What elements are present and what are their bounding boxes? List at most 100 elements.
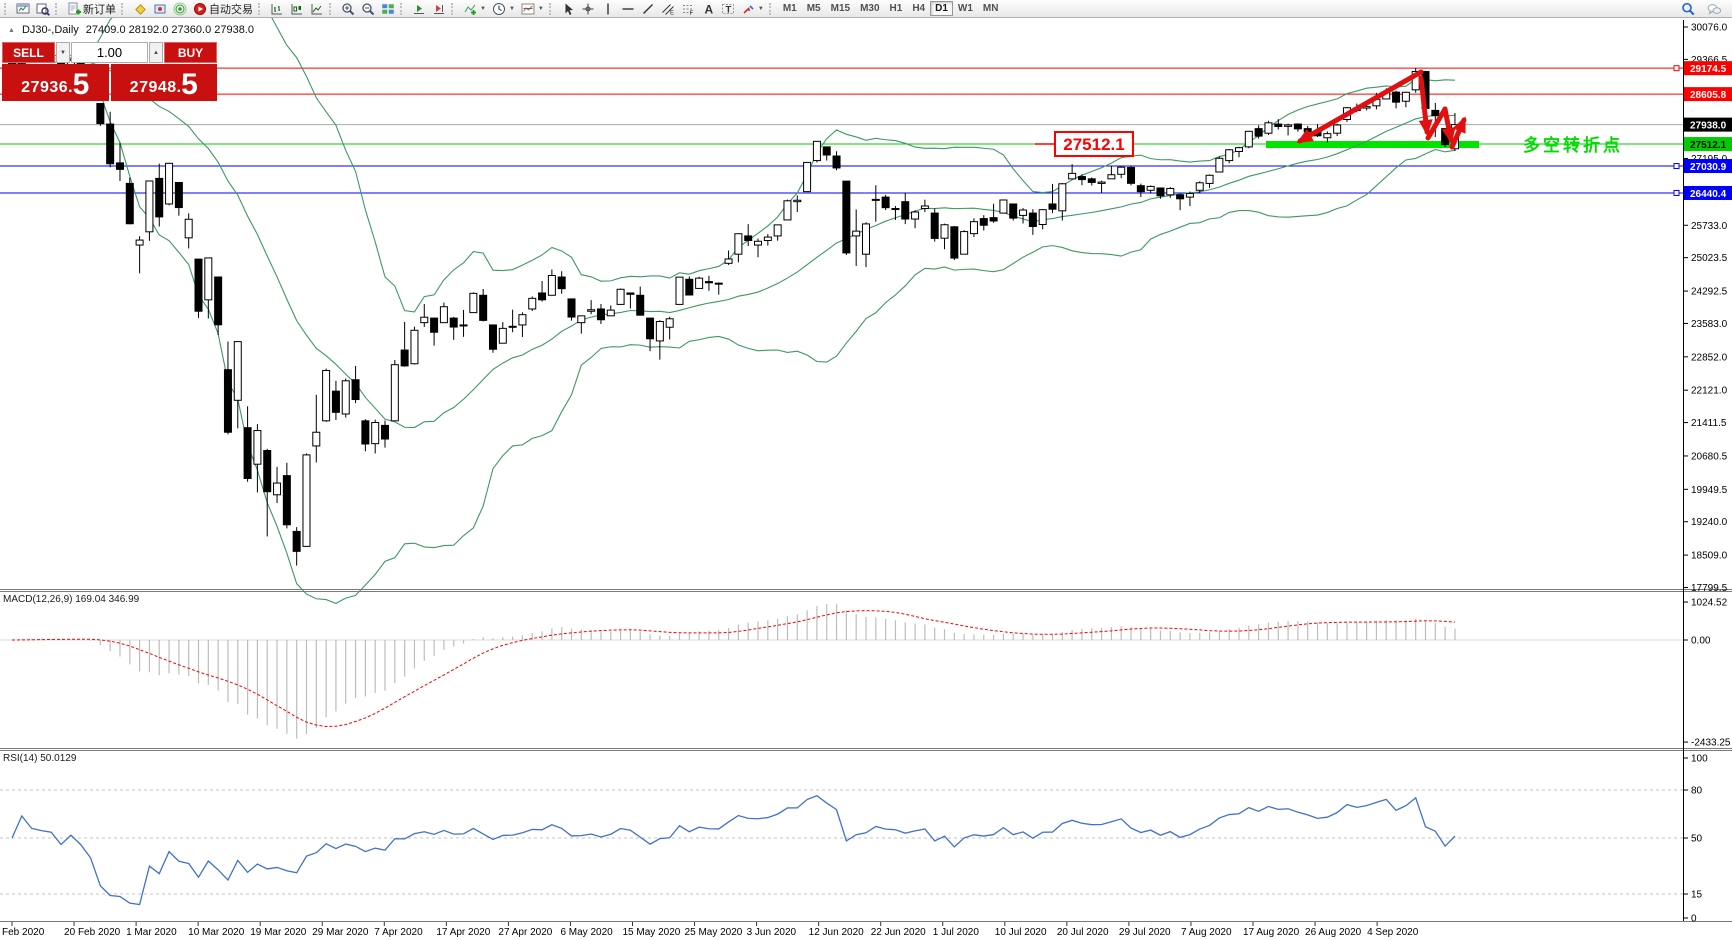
date-tick-label[interactable]: 20 Jul 2020 bbox=[1057, 927, 1109, 938]
trendline-button[interactable] bbox=[638, 1, 658, 17]
cn-annotation-text[interactable]: 多空转折点 bbox=[1523, 135, 1623, 155]
fibonacci-button[interactable]: F bbox=[678, 1, 698, 17]
line-handle[interactable] bbox=[1673, 65, 1680, 72]
candle-chart-button[interactable] bbox=[287, 1, 307, 17]
indicators-button[interactable]: ▼ bbox=[460, 1, 489, 17]
date-tick-label[interactable]: 17 Apr 2020 bbox=[436, 927, 490, 938]
date-tick-label[interactable]: 7 Aug 2020 bbox=[1181, 927, 1232, 938]
date-tick-label[interactable]: 10 Mar 2020 bbox=[188, 927, 245, 938]
auto-scroll-button[interactable] bbox=[429, 1, 449, 17]
date-axis[interactable]: Feb 2020 20 Feb 2020 1 Mar 2020 10 Mar 2020… bbox=[2, 922, 1419, 938]
date-tick-label[interactable]: 19 Mar 2020 bbox=[250, 927, 307, 938]
timeframe-button-mn[interactable]: MN bbox=[978, 1, 1004, 16]
date-tick-label[interactable]: 1 Jul 2020 bbox=[933, 927, 980, 938]
line-handle[interactable] bbox=[1673, 163, 1680, 170]
date-tick-label[interactable]: 12 Jun 2020 bbox=[809, 927, 864, 938]
cursor-button[interactable] bbox=[558, 1, 578, 17]
date-tick-label[interactable]: 20 Feb 2020 bbox=[64, 927, 121, 938]
trend-arrow[interactable] bbox=[1449, 116, 1467, 150]
tile-windows-button[interactable] bbox=[378, 1, 398, 17]
horizontal-line-button[interactable] bbox=[618, 1, 638, 17]
line-chart-button[interactable] bbox=[307, 1, 327, 17]
volume-increase-button[interactable]: ▲ bbox=[149, 42, 163, 63]
periods-button[interactable]: ▼ bbox=[489, 1, 518, 17]
timeframe-button-m1[interactable]: M1 bbox=[778, 1, 802, 16]
vertical-line-button[interactable] bbox=[598, 1, 618, 17]
metaeditor-icon bbox=[135, 3, 146, 15]
shift-end-button[interactable] bbox=[409, 1, 429, 17]
volume-decrease-button[interactable]: ▼ bbox=[56, 42, 70, 63]
date-tick-label[interactable]: 29 Mar 2020 bbox=[312, 927, 369, 938]
date-tick-label[interactable]: 22 Jun 2020 bbox=[871, 927, 926, 938]
text-button[interactable]: A bbox=[698, 1, 718, 17]
new-order-icon bbox=[68, 2, 81, 14]
zoom-in-button[interactable] bbox=[338, 1, 358, 17]
trend-arrow[interactable] bbox=[1296, 69, 1424, 144]
timeframe-button-w1[interactable]: W1 bbox=[953, 1, 978, 16]
volume-input[interactable] bbox=[71, 42, 148, 63]
shift-end-icon bbox=[414, 4, 424, 14]
date-tick-label[interactable]: 26 Aug 2020 bbox=[1305, 927, 1362, 938]
timeframe-button-h4[interactable]: H4 bbox=[907, 1, 930, 16]
date-tick-label[interactable]: 7 Apr 2020 bbox=[374, 927, 423, 938]
chat-button[interactable] bbox=[1704, 1, 1724, 17]
channel-button[interactable]: E bbox=[658, 1, 678, 17]
date-tick-label[interactable]: Feb 2020 bbox=[2, 927, 45, 938]
search-button[interactable] bbox=[1678, 1, 1698, 17]
axis-price-flag bbox=[1684, 159, 1732, 174]
axis-price-flag-text: 26440.4 bbox=[1690, 189, 1727, 200]
dropdown-arrow-icon: ▼ bbox=[480, 5, 486, 12]
crosshair-button[interactable] bbox=[578, 1, 598, 17]
zoom-out-button[interactable] bbox=[358, 1, 378, 17]
support-highlight-bar[interactable] bbox=[1266, 141, 1479, 148]
periods-icon bbox=[492, 2, 505, 15]
date-tick-label[interactable]: 27 Apr 2020 bbox=[498, 927, 552, 938]
sell-price-main: 27936 bbox=[21, 79, 69, 96]
toolbar-group-grip bbox=[400, 2, 405, 15]
price-tick-label: 30076.0 bbox=[1691, 23, 1728, 34]
date-tick-label[interactable]: 15 May 2020 bbox=[623, 927, 681, 938]
bollinger-bands bbox=[11, 18, 1456, 604]
autotrading-button[interactable]: 自动交易 bbox=[190, 1, 256, 17]
trend-arrow[interactable] bbox=[1418, 75, 1433, 136]
price-tick-label: 22121.0 bbox=[1691, 386, 1728, 397]
chart-annotations[interactable]: 27512.1 多空转折点 bbox=[1035, 69, 1623, 157]
date-tick-label[interactable]: 17 Aug 2020 bbox=[1243, 927, 1300, 938]
chart-window-button[interactable] bbox=[13, 1, 33, 17]
trend-arrow[interactable] bbox=[1425, 106, 1448, 141]
webinar-button[interactable] bbox=[170, 1, 190, 17]
price-callout-box[interactable] bbox=[1054, 131, 1134, 157]
timeframe-button-m30[interactable]: M30 bbox=[855, 1, 884, 16]
line-handle[interactable] bbox=[1673, 189, 1680, 196]
buy-button[interactable]: BUY bbox=[164, 42, 217, 63]
support-zone-bar[interactable] bbox=[1266, 141, 1479, 148]
bar-chart-button[interactable] bbox=[267, 1, 287, 17]
market-watch-button[interactable] bbox=[33, 1, 53, 17]
timeframe-button-m5[interactable]: M5 bbox=[802, 1, 826, 16]
date-tick-label[interactable]: 10 Jul 2020 bbox=[995, 927, 1047, 938]
arrows-button[interactable]: ▼ bbox=[738, 1, 767, 17]
terminal-button[interactable] bbox=[150, 1, 170, 17]
date-tick-label[interactable]: 6 May 2020 bbox=[560, 927, 613, 938]
date-tick-label[interactable]: 29 Jul 2020 bbox=[1119, 927, 1171, 938]
timeframe-button-h1[interactable]: H1 bbox=[885, 1, 908, 16]
toolbar-group-grip bbox=[329, 2, 334, 15]
price-axis[interactable]: 30076.029366.528635.527926.027195.026464… bbox=[1683, 20, 1732, 925]
templates-button[interactable]: ▼ bbox=[518, 1, 547, 17]
metaeditor-button[interactable] bbox=[130, 1, 150, 17]
rsi-tick-label: 100 bbox=[1691, 754, 1708, 765]
timeframe-button-m15[interactable]: M15 bbox=[826, 1, 855, 16]
date-tick-label[interactable]: 25 May 2020 bbox=[685, 927, 743, 938]
trend-arrow[interactable] bbox=[1441, 106, 1456, 144]
date-tick-label[interactable]: 3 Jun 2020 bbox=[747, 927, 797, 938]
date-tick-label[interactable]: 1 Mar 2020 bbox=[126, 927, 177, 938]
buy-price-display[interactable]: 27948. 5 bbox=[110, 64, 217, 101]
text-label-button[interactable]: T bbox=[718, 1, 738, 17]
new-order-button[interactable]: 新订单 bbox=[64, 1, 119, 17]
sell-button[interactable]: SELL bbox=[2, 42, 55, 63]
sell-price-display[interactable]: 27936. 5 bbox=[2, 64, 109, 101]
date-tick-label[interactable]: 4 Sep 2020 bbox=[1367, 927, 1419, 938]
timeframe-button-d1[interactable]: D1 bbox=[930, 1, 953, 16]
